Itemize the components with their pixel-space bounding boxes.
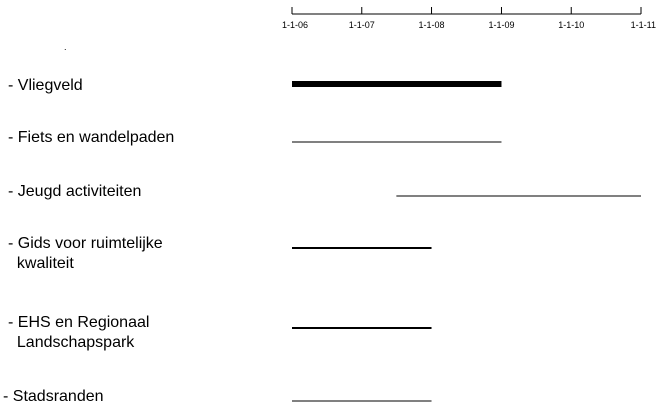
task-label-line: - Jeugd activiteiten [8,183,142,200]
task-label: - Gids voor ruimtelijke kwaliteit [8,234,163,274]
task-label-line: - Vliegveld [8,77,83,94]
task-label-line: - EHS en Regionaal [8,314,150,331]
task-label-line: kwaliteit [8,255,74,272]
task-label: - Jeugd activiteiten [8,182,141,202]
axis-tick-label: 1-1-09 [488,20,514,30]
axis-tick-label: 1-1-07 [349,20,375,30]
stray-dot: . [64,42,67,52]
task-label: - Stadsranden [3,387,104,407]
task-label-line: - Fiets en wandelpaden [8,129,175,146]
axis-tick-label: 1-1-06 [282,20,308,30]
time-axis: 1-1-06 1-1-07 1-1-08 1-1-09 1-1-10 1-1-11 [282,7,656,30]
axis-tick-label: 1-1-08 [419,20,445,30]
task-label-line: Landschapspark [8,334,135,351]
task-bars [292,81,641,402]
task-label: - Fiets en wandelpaden [8,128,174,148]
task-label-line: - Stadsranden [3,388,104,405]
task-label-line: - Gids voor ruimtelijke [8,235,163,252]
axis-tick-label: 1-1-10 [558,20,584,30]
axis-tick-label: 1-1-11 [631,20,656,30]
task-label: - Vliegveld [8,76,83,96]
task-label: - EHS en Regionaal Landschapspark [8,313,149,353]
